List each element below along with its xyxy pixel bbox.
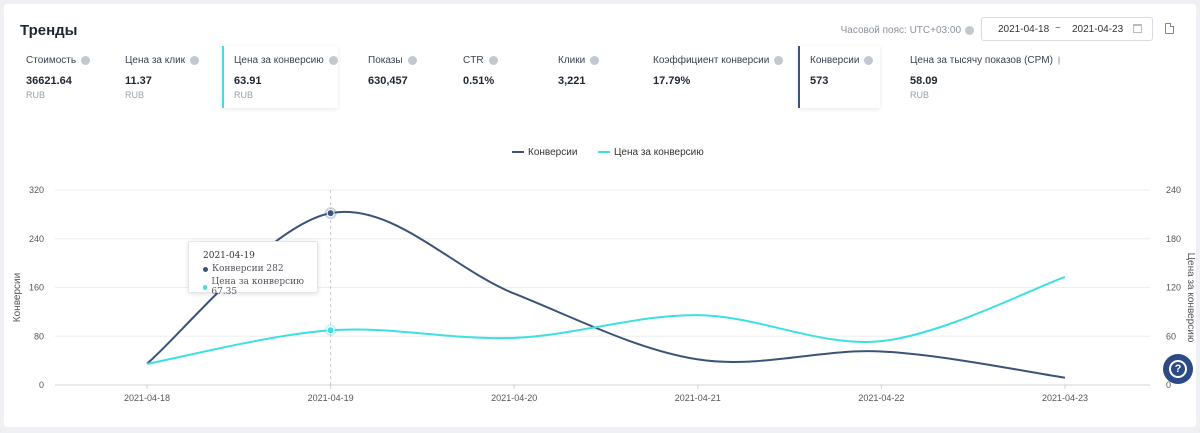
help-icon[interactable]	[328, 56, 338, 65]
help-icon[interactable]	[590, 56, 600, 65]
metric-value: 17.79%	[653, 75, 691, 87]
metric-label: CTR	[463, 55, 543, 66]
timezone-text: Часовой пояс: UTC+03:00	[840, 25, 961, 36]
date-range-picker[interactable]: 2021-04-18 ~ 2021-04-23	[981, 17, 1153, 41]
trends-card: Тренды Часовой пояс: UTC+03:00 2021-04-1…	[4, 4, 1196, 427]
metric-label: Показы	[368, 55, 448, 66]
help-icon[interactable]	[864, 56, 874, 65]
highlight-point	[326, 209, 335, 218]
chart-axes: 0 0 80 60 160 120 240 180 320 240 2021-04-18 2021-0…	[12, 185, 1196, 403]
metric-value: 0.51%	[463, 75, 495, 87]
help-chat-button[interactable]: ?	[1163, 354, 1193, 384]
metric-selected-bar	[798, 46, 800, 108]
help-icon[interactable]	[1057, 56, 1060, 65]
y-tick-label-right: 240	[1166, 185, 1181, 195]
y-tick-label-right: 0	[1166, 380, 1171, 390]
help-icon[interactable]	[407, 56, 417, 65]
x-tick-label: 2021-04-23	[1042, 393, 1088, 403]
chart-tooltip: 2021-04-19 Конверсии 282 Цена за конверс…	[188, 241, 318, 297]
help-icon[interactable]	[965, 26, 974, 35]
x-tick-label: 2021-04-19	[308, 393, 354, 403]
export-icon[interactable]	[1165, 23, 1174, 34]
metric-label: Клики	[558, 55, 638, 66]
metric-label: Цена за конверсию	[234, 55, 338, 66]
metric-cpm[interactable]: Цена за тысячу показов (CPM) 58.09 RUB	[910, 46, 1060, 108]
metric-label: Цена за тысячу показов (CPM)	[910, 55, 1060, 66]
metric-cost-per-conversion[interactable]: Цена за конверсию 63.91 RUB	[222, 46, 338, 108]
help-icon[interactable]	[81, 56, 91, 65]
y-tick-label-left: 320	[29, 185, 44, 195]
tooltip-date: 2021-04-19	[203, 251, 255, 261]
y-tick-label-left: 240	[29, 234, 44, 244]
cost-per-conversion-line	[146, 275, 1066, 365]
date-separator: ~	[1055, 23, 1061, 34]
metric-label: Конверсии	[810, 55, 880, 66]
series-dot-icon	[203, 266, 208, 272]
metric-cost[interactable]: Стоимость 36621.64 RUB	[26, 46, 116, 108]
timezone-label: Часовой пояс: UTC+03:00	[841, 25, 974, 36]
metric-impressions[interactable]: Показы 630,457	[368, 46, 448, 108]
y-tick-label-left: 80	[34, 331, 44, 341]
page-title: Тренды	[20, 22, 78, 39]
x-tick-label: 2021-04-18	[124, 393, 170, 403]
conversions-line	[146, 210, 1066, 379]
y-tick-label-right: 120	[1166, 283, 1181, 293]
chart-legend: Конверсии Цена за конверсию	[512, 147, 704, 158]
y-tick-label-right: 60	[1166, 331, 1176, 341]
y-tick-label-left: 160	[29, 283, 44, 293]
date-to[interactable]: 2021-04-23	[1072, 24, 1124, 35]
metric-selected-bar	[222, 46, 224, 108]
calendar-icon[interactable]	[1133, 24, 1142, 33]
metric-value: 573	[810, 75, 829, 87]
metric-clicks[interactable]: Клики 3,221	[558, 46, 638, 108]
metric-value: 11.37	[125, 75, 152, 87]
metric-label: Цена за клик	[125, 55, 215, 66]
metric-ctr[interactable]: CTR 0.51%	[463, 46, 543, 108]
tooltip-row-conversions: Конверсии 282	[203, 264, 317, 274]
metric-value: 63.91	[234, 75, 262, 87]
x-tick-label: 2021-04-21	[675, 393, 721, 403]
legend-label: Цена за конверсию	[614, 147, 704, 158]
metric-unit: RUB	[234, 90, 254, 100]
metric-label: Стоимость	[26, 55, 116, 66]
y-tick-label-right: 180	[1166, 234, 1181, 244]
metric-unit: RUB	[125, 90, 145, 100]
metric-value: 58.09	[910, 75, 938, 87]
question-icon: ?	[1169, 360, 1187, 378]
metric-value: 36621.64	[26, 75, 72, 87]
metric-unit: RUB	[910, 90, 930, 100]
y-axis-label-left: Конверсии	[12, 273, 23, 322]
tooltip-row-cost: Цена за конверсию 67.35	[203, 277, 317, 297]
metric-value: 630,457	[368, 75, 408, 87]
legend-label: Конверсии	[528, 147, 577, 158]
chart-grid	[55, 189, 1150, 386]
help-icon[interactable]	[190, 56, 200, 65]
x-tick-label: 2021-04-20	[491, 393, 537, 403]
date-from[interactable]: 2021-04-18	[998, 24, 1050, 35]
metric-value: 3,221	[558, 75, 586, 87]
series-dot-icon	[203, 284, 208, 290]
metric-conversion-rate[interactable]: Коэффициент конверсии 17.79%	[653, 46, 783, 108]
help-icon[interactable]	[488, 56, 498, 65]
help-icon[interactable]	[774, 56, 783, 65]
chart-series	[146, 207, 1066, 379]
y-axis-label-right: Цена за конверсию	[1185, 253, 1196, 343]
highlight-point	[326, 326, 335, 335]
metric-label: Коэффициент конверсии	[653, 55, 783, 66]
metric-unit: RUB	[26, 90, 46, 100]
x-tick-label: 2021-04-22	[858, 393, 904, 403]
metric-cpc[interactable]: Цена за клик 11.37 RUB	[125, 46, 215, 108]
y-tick-label-left: 0	[39, 380, 44, 390]
metric-conversions[interactable]: Конверсии 573	[798, 46, 880, 108]
